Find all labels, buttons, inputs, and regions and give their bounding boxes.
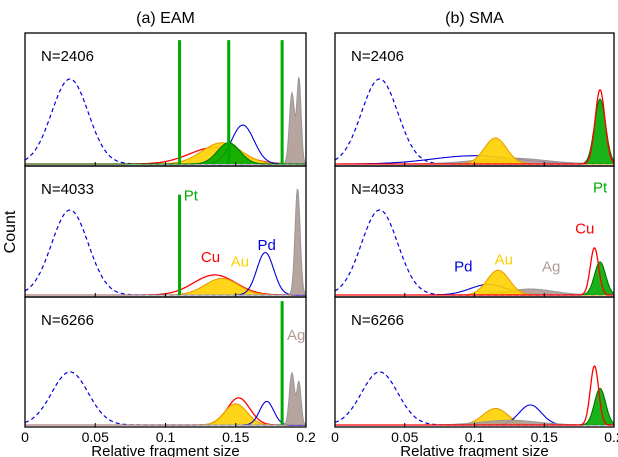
x-tick-label: 0 xyxy=(331,429,339,445)
x-tick-label: 0.2 xyxy=(604,429,618,445)
spike-Pt xyxy=(178,194,182,295)
area-Au xyxy=(335,408,614,425)
area-Au xyxy=(25,278,306,295)
x-tick-label: 0.2 xyxy=(296,429,316,445)
spike-Pt xyxy=(280,301,284,425)
chart-column-2: (b) SMA N=2406 N=4033 Pt Cu Pd Au Ag N=6266 0 0.05… xyxy=(331,10,618,457)
chart-title: (a) EAM xyxy=(136,10,195,27)
annotation-Au: Au xyxy=(495,251,513,268)
panel-2: N=4033 Pt Cu Au Pd xyxy=(24,165,307,298)
panel-label: N=6266 xyxy=(351,312,404,329)
x-tick-label: 0.15 xyxy=(531,429,558,445)
x-tick-label: 0.15 xyxy=(222,429,249,445)
x-axis-label: Relative fragment size xyxy=(91,443,239,457)
series-Pt xyxy=(280,301,284,425)
x-tick-label: 0.1 xyxy=(156,429,176,445)
annotation-Cu: Cu xyxy=(575,221,594,238)
spike-Pt xyxy=(227,40,231,164)
area-Pt xyxy=(25,142,306,164)
annotation-Pd: Pd xyxy=(454,258,472,275)
y-axis-label: Count xyxy=(2,210,19,253)
spike-Pt xyxy=(280,40,284,164)
panel-label: N=4033 xyxy=(351,181,404,198)
panel-1: N=2406 xyxy=(24,32,307,167)
panel-3: N=6266 xyxy=(334,296,615,428)
x-tick-label: 0 xyxy=(21,429,29,445)
area-Au xyxy=(25,403,306,425)
chart-column-1: (a) EAM N=2406 N=4033 Pt Cu Au Pd N=6266 Ag 0 0.05… xyxy=(21,10,316,457)
annotation-Au: Au xyxy=(231,254,249,271)
annotation-Ag: Ag xyxy=(542,258,560,275)
annotation-Pd: Pd xyxy=(257,237,275,254)
chart-title: (b) SMA xyxy=(445,10,504,27)
panel-label: N=2406 xyxy=(41,48,94,65)
panel-3: N=6266 Ag xyxy=(24,296,307,428)
spike-Pt xyxy=(178,40,182,164)
annotation-Cu: Cu xyxy=(201,249,220,266)
panel-label: N=2406 xyxy=(351,48,404,65)
annotation-Ag: Ag xyxy=(287,327,305,344)
panel-label: N=6266 xyxy=(41,312,94,329)
x-tick-label: 0.05 xyxy=(391,429,418,445)
x-tick-label: 0.1 xyxy=(465,429,485,445)
annotation-Pt: Pt xyxy=(184,188,199,205)
annotation-Pt: Pt xyxy=(593,179,608,196)
x-tick-label: 0.05 xyxy=(82,429,109,445)
panel-label: N=4033 xyxy=(41,181,94,198)
series-Pt xyxy=(178,194,182,295)
x-axis-label: Relative fragment size xyxy=(400,443,548,457)
